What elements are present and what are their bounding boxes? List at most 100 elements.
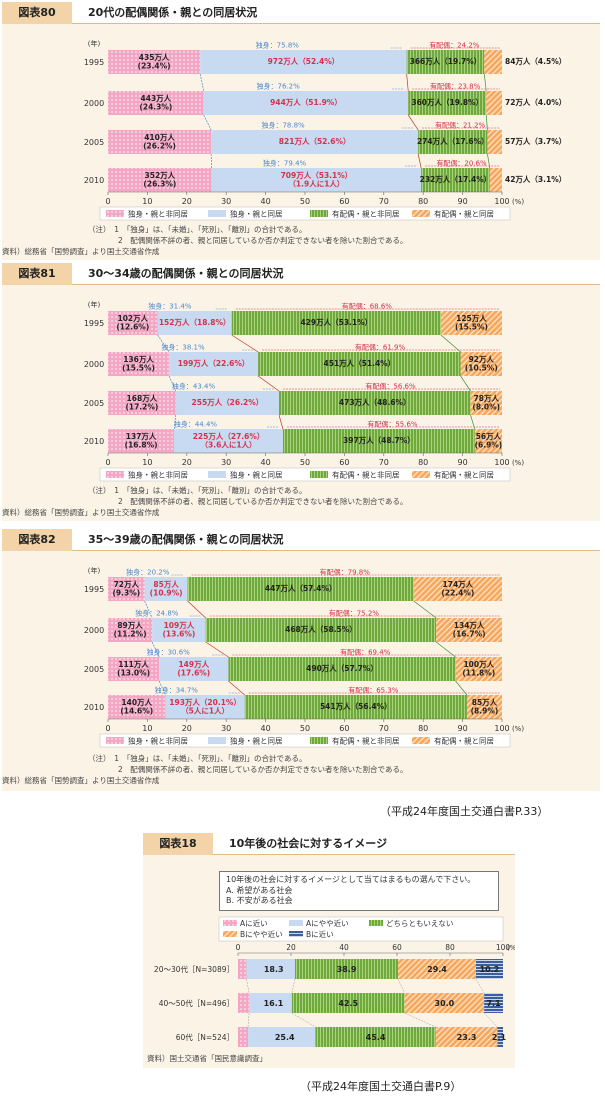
note-line: 資料）総務省「国勢調査」より国土交通省作成 bbox=[2, 247, 160, 256]
x-tick-label: 20 bbox=[182, 197, 192, 206]
year-tick-label: 1995 bbox=[84, 58, 104, 67]
bar-segment bbox=[108, 391, 176, 415]
segment-value-label: 100万人 bbox=[463, 660, 494, 669]
segment-value-label: (14.6%) bbox=[120, 706, 153, 715]
note-line: 資料）総務省「国勢調査」より国土交通省作成 bbox=[2, 508, 160, 517]
legend-label: 独身・親と同居 bbox=[230, 470, 283, 480]
bar-segment bbox=[291, 993, 405, 1013]
bar-segment bbox=[470, 391, 502, 415]
legend-label: 独身・親と同居 bbox=[230, 209, 283, 219]
year-tick-label: 2010 bbox=[84, 437, 104, 446]
segment-value-label: 16.1 bbox=[264, 999, 284, 1008]
segment-value-label: 134万人 bbox=[454, 621, 485, 630]
married-share-label: 有配偶：68.6% bbox=[342, 302, 393, 311]
segment-value-label: 57万人（3.7%） bbox=[505, 136, 566, 146]
segment-value-label: 274万人（17.6%） bbox=[417, 136, 489, 146]
segment-value-label: (16.8%) bbox=[125, 440, 158, 449]
segment-value-label: 709万人（53.1%） bbox=[281, 170, 353, 180]
segment-value-label: (10.5%) bbox=[465, 363, 498, 372]
note-line: （注） 1 「独身」は、「未婚」、「死別」、「離別」の合計である。 bbox=[88, 486, 307, 495]
bar-segment bbox=[108, 657, 160, 681]
x-tick-unit: (%) bbox=[512, 459, 524, 467]
year-tick-label: 2010 bbox=[84, 703, 104, 712]
legend-label: 独身・親と非同居 bbox=[128, 470, 188, 480]
x-tick-label: 50 bbox=[300, 197, 310, 206]
figure-18-label: 図表18 bbox=[143, 833, 213, 855]
segment-value-label: 7.1 bbox=[486, 999, 501, 1008]
bar-segment bbox=[238, 1027, 249, 1047]
x-tick-label: 30 bbox=[221, 197, 231, 206]
connector-line bbox=[404, 1012, 436, 1028]
figure-82-label: 図表82 bbox=[2, 529, 72, 551]
bar-segment bbox=[108, 429, 175, 453]
x-tick-label: 40 bbox=[339, 943, 349, 952]
x-tick-label: 60 bbox=[339, 724, 349, 733]
x-tick-label: 60 bbox=[392, 943, 402, 952]
segment-value-label: 821万人（52.6%） bbox=[279, 136, 351, 146]
legend-swatch bbox=[412, 210, 430, 217]
connector-line bbox=[173, 414, 177, 430]
segment-value-label: 72万人（4.0%） bbox=[505, 97, 566, 107]
category-label: 60代［N=524］ bbox=[176, 1032, 234, 1042]
legend-box bbox=[99, 733, 511, 748]
legend-swatch bbox=[223, 920, 237, 926]
bar-segment bbox=[294, 959, 399, 979]
year-tick-label: 1995 bbox=[84, 319, 104, 328]
bar-segment bbox=[203, 91, 409, 115]
bar-segment bbox=[487, 130, 502, 154]
legend-swatch bbox=[289, 920, 303, 926]
bar-segment bbox=[108, 50, 201, 74]
x-tick-label: 100 bbox=[494, 197, 509, 206]
connector-line bbox=[151, 641, 160, 658]
survey-question: 10年後の社会に対するイメージとして当てはまるもの選んで下さい。 bbox=[226, 875, 476, 884]
segment-value-label: 92万人 bbox=[469, 355, 495, 364]
segment-value-label: 18.3 bbox=[264, 965, 284, 974]
segment-value-label: 366万人（19.7%） bbox=[410, 56, 482, 66]
bar-segment bbox=[187, 577, 414, 601]
bar-segment bbox=[108, 130, 212, 154]
segment-value-label: 85万人 bbox=[153, 580, 179, 589]
segment-value-label: 136万人 bbox=[123, 355, 154, 364]
connector-line bbox=[168, 375, 177, 392]
segment-value-label: 152万人（18.8%） bbox=[159, 317, 231, 327]
figure-82-title: 35～39歳の配偶関係・親との同居状況 bbox=[88, 533, 284, 546]
segment-value-label: (8.0%) bbox=[472, 402, 500, 411]
year-tick-label: 2005 bbox=[84, 665, 104, 674]
legend-label: 有配偶・親と同居 bbox=[434, 470, 494, 480]
year-tick-label: 2000 bbox=[84, 360, 104, 369]
married-share-label: 有配偶：65.3% bbox=[348, 686, 399, 695]
legend-label: 有配偶・親と非同居 bbox=[332, 470, 400, 480]
segment-value-label: 56万人 bbox=[476, 432, 502, 441]
segment-value-label: 78万人 bbox=[474, 394, 500, 403]
legend-label: Bにやや近い bbox=[240, 929, 283, 939]
connector-line bbox=[228, 680, 245, 696]
x-tick-unit: (%) bbox=[512, 198, 524, 206]
bar-segment bbox=[408, 91, 487, 115]
bar-segment bbox=[174, 429, 283, 453]
bar-segment bbox=[489, 168, 502, 192]
segment-value-label: 352万人 bbox=[145, 171, 176, 180]
figure-81-label: 図表81 bbox=[2, 263, 72, 285]
bar-segment bbox=[248, 1027, 316, 1047]
connector-line bbox=[231, 334, 259, 353]
category-label: 40～50代［N=496］ bbox=[159, 998, 234, 1008]
single-share-label: 独身：76.2% bbox=[256, 82, 300, 91]
segment-value-label: 255万人（26.2%） bbox=[192, 397, 264, 407]
year-tick-label: 2005 bbox=[84, 138, 104, 147]
year-unit-label: (年) bbox=[88, 566, 101, 575]
segment-value-label: 360万人（19.8%） bbox=[411, 97, 483, 107]
source-citation-top: （平成24年度国土交通白書P.33） bbox=[380, 805, 549, 818]
figure-81-notes: （注） 1 「独身」は、「未婚」、「死別」、「離別」の合計である。 2 配偶関係… bbox=[2, 485, 407, 518]
legend-swatch bbox=[310, 737, 328, 744]
bar-segment bbox=[211, 168, 422, 192]
bar-segment bbox=[413, 577, 502, 601]
year-tick-label: 2000 bbox=[84, 626, 104, 635]
bar-segment bbox=[398, 959, 476, 979]
connector-line bbox=[205, 641, 229, 658]
bar-segment bbox=[440, 311, 502, 335]
connector-line bbox=[397, 978, 405, 994]
bar-segment bbox=[152, 618, 206, 642]
figure-80-header: 図表80 20代の配偶関係・親との同居状況 bbox=[2, 2, 600, 24]
bar-segment bbox=[238, 959, 247, 979]
bar-segment bbox=[249, 993, 292, 1013]
